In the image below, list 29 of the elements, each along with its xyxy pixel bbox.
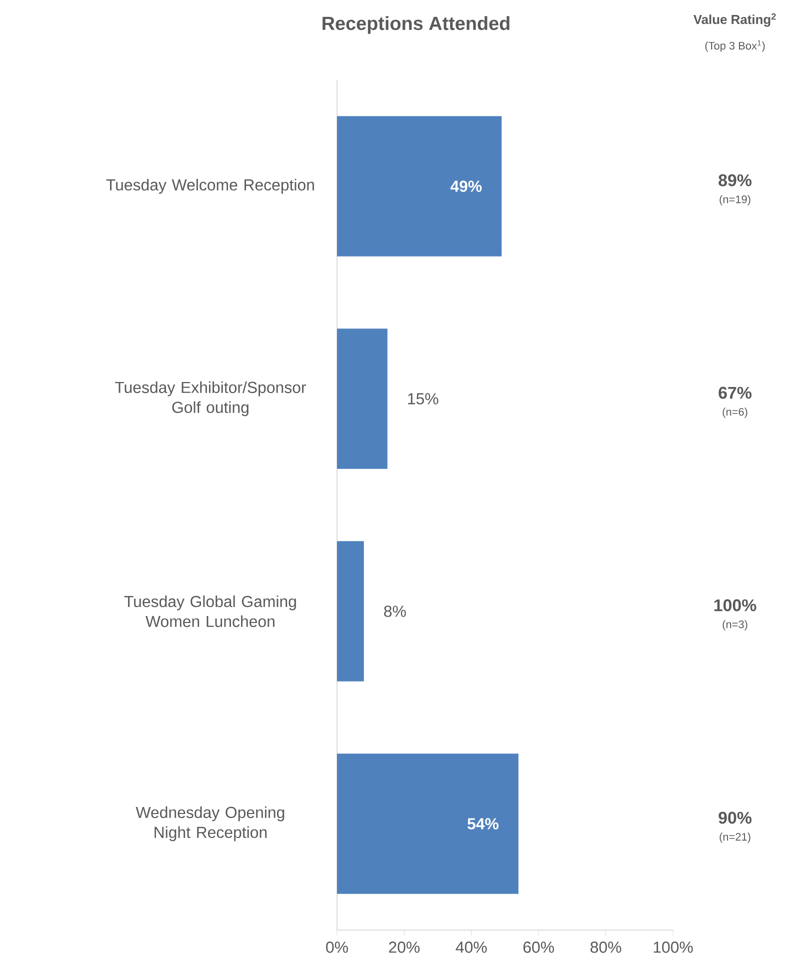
chart-title: Receptions Attended — [322, 16, 510, 34]
y-tick-label: Tuesday Exhibitor/Sponsor Golf outing — [115, 381, 306, 416]
x-tick-label: 80% — [590, 942, 622, 953]
x-tick-label: 100% — [654, 942, 693, 953]
y-tick-label: Tuesday Welcome Reception — [106, 178, 314, 194]
bar — [337, 541, 364, 682]
data-label: 54% — [468, 818, 498, 830]
x-tick-label: 60% — [523, 942, 554, 953]
text: (n=3) — [722, 620, 748, 630]
text: (n=19) — [720, 195, 750, 206]
text: Value Rating$^{2}$ — [693, 13, 776, 27]
data-label: 8% — [384, 606, 406, 617]
x-tick-label: 40% — [456, 942, 487, 953]
data-label: 15% — [408, 393, 438, 404]
text: (Top 3 Box$^{1}$) — [705, 40, 765, 52]
bar — [337, 754, 518, 894]
data-label: 49% — [450, 180, 482, 192]
bar — [337, 116, 502, 256]
x-tick-label: 20% — [389, 942, 420, 953]
y-tick-label: Wednesday Opening Night Reception — [136, 806, 284, 842]
text: 100% — [714, 599, 756, 612]
text: 89% — [718, 174, 752, 186]
bar — [337, 328, 388, 469]
text: 67% — [718, 386, 752, 399]
x-tick-label: 0% — [326, 942, 348, 953]
text: 90% — [718, 812, 752, 824]
text: (n=6) — [722, 408, 748, 418]
y-tick-label: Tuesday Global Gaming Women Luncheon — [124, 595, 296, 628]
text: (n=21) — [720, 832, 750, 843]
